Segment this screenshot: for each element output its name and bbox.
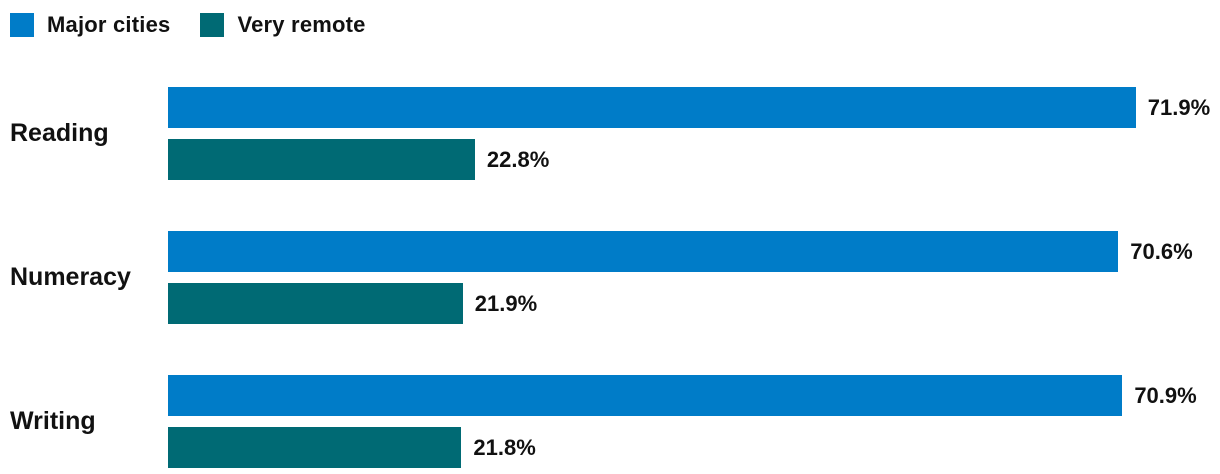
- category-bars: 71.9% 22.8%: [168, 87, 1220, 180]
- bar-line: 21.8%: [168, 427, 1220, 468]
- bar-very-remote: [168, 427, 462, 468]
- bar-major-cities: [168, 231, 1119, 272]
- bar-line: 70.6%: [168, 231, 1220, 272]
- bar-major-cities: [168, 375, 1123, 416]
- chart-group-writing: Writing 70.9% 21.8%: [0, 375, 1220, 468]
- category-bars: 70.6% 21.9%: [168, 231, 1220, 324]
- legend-item-major-cities: Major cities: [10, 12, 170, 38]
- category-label: Numeracy: [10, 263, 131, 291]
- chart-group-numeracy: Numeracy 70.6% 21.9%: [0, 231, 1220, 324]
- chart-group-reading: Reading 71.9% 22.8%: [0, 87, 1220, 180]
- value-label: 21.8%: [473, 434, 536, 460]
- bar-major-cities: [168, 87, 1136, 128]
- value-label: 70.6%: [1130, 238, 1193, 264]
- category-bars: 70.9% 21.8%: [168, 375, 1220, 468]
- legend-swatch-major-cities: [10, 13, 34, 37]
- bar-very-remote: [168, 283, 463, 324]
- bar-line: 22.8%: [168, 139, 1220, 180]
- legend-swatch-very-remote: [200, 13, 225, 37]
- value-label: 70.9%: [1134, 382, 1197, 408]
- bar-very-remote: [168, 139, 475, 180]
- value-label: 21.9%: [474, 290, 538, 316]
- bar-line: 71.9%: [168, 87, 1220, 128]
- chart-plot-area: Reading 71.9% 22.8% Numeracy 70.6% 21.9% Writi…: [0, 87, 1220, 468]
- legend-item-very-remote: Very remote: [200, 12, 365, 38]
- bar-line: 21.9%: [168, 283, 1220, 324]
- value-label: 22.8%: [486, 146, 550, 172]
- chart-legend: Major cities Very remote: [10, 12, 1220, 38]
- category-label: Reading: [10, 119, 109, 147]
- bar-line: 70.9%: [168, 375, 1220, 416]
- legend-label: Very remote: [237, 12, 366, 37]
- category-label: Writing: [10, 407, 96, 435]
- legend-label: Major cities: [47, 12, 171, 37]
- value-label: 71.9%: [1147, 94, 1211, 120]
